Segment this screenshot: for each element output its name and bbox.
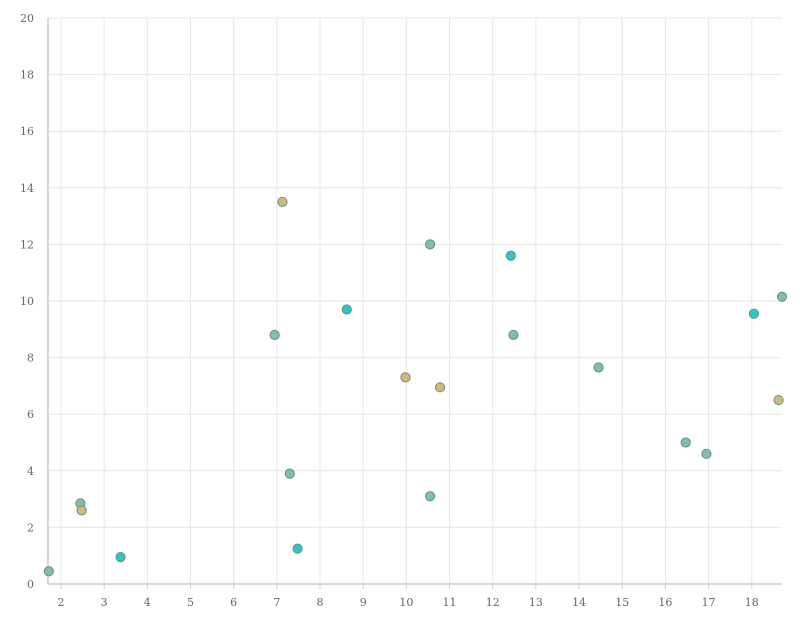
data-point[interactable] [269,329,280,341]
data-point[interactable] [434,382,446,393]
y-tick-label: 4 [27,465,34,478]
data-point[interactable] [284,468,295,479]
grid [48,17,782,585]
x-tick-label: 5 [187,596,194,609]
x-tick-label: 7 [273,596,280,609]
data-point[interactable] [292,543,303,554]
data-point[interactable] [76,505,87,516]
x-tick-label: 2 [57,596,64,609]
data-point[interactable] [593,362,604,373]
data-points [43,196,788,577]
x-tick-label: 16 [658,596,672,609]
x-tick-label: 13 [529,596,543,609]
y-tick-label: 0 [27,578,34,591]
x-tick-label: 18 [745,596,759,609]
y-tick-label: 10 [20,295,34,308]
x-tick-label: 12 [486,596,500,609]
x-tick-label: 4 [144,596,151,609]
x-tick-label: 9 [360,596,367,609]
y-tick-label: 16 [20,125,34,138]
y-tick-label: 18 [20,69,34,82]
x-tick-label: 17 [702,596,716,609]
data-point[interactable] [425,491,436,502]
data-point[interactable] [508,329,519,341]
data-point[interactable] [341,304,352,315]
axes [47,18,782,589]
data-point[interactable] [680,437,691,448]
x-tick-label: 6 [230,596,237,609]
x-tick-label: 11 [443,596,457,609]
y-tick-label: 20 [20,12,34,25]
data-point[interactable] [277,196,288,208]
x-tick-label: 14 [572,596,586,609]
x-tick-label: 3 [101,596,108,609]
y-tick-label: 6 [27,408,34,421]
data-point[interactable] [776,291,788,302]
x-tick-label: 8 [317,596,324,609]
data-point[interactable] [400,372,411,383]
x-tick-label: 10 [399,596,413,609]
data-point[interactable] [115,552,126,563]
data-point[interactable] [748,308,760,319]
x-tick-label: 15 [615,596,629,609]
y-tick-label: 2 [27,521,34,534]
y-tick-label: 8 [27,352,34,365]
y-tick-label: 12 [20,238,34,251]
data-point[interactable] [701,448,712,459]
data-point[interactable] [773,394,784,406]
data-point[interactable] [43,566,54,577]
data-point[interactable] [425,239,436,250]
tick-labels: 0 2 4 6 8 10 12 14 16 18 20 2 3 4 5 6 7 8 9 10 11 12 13 14 15 16 1… [20,12,759,609]
data-point[interactable] [505,250,516,261]
y-tick-label: 14 [20,182,34,195]
